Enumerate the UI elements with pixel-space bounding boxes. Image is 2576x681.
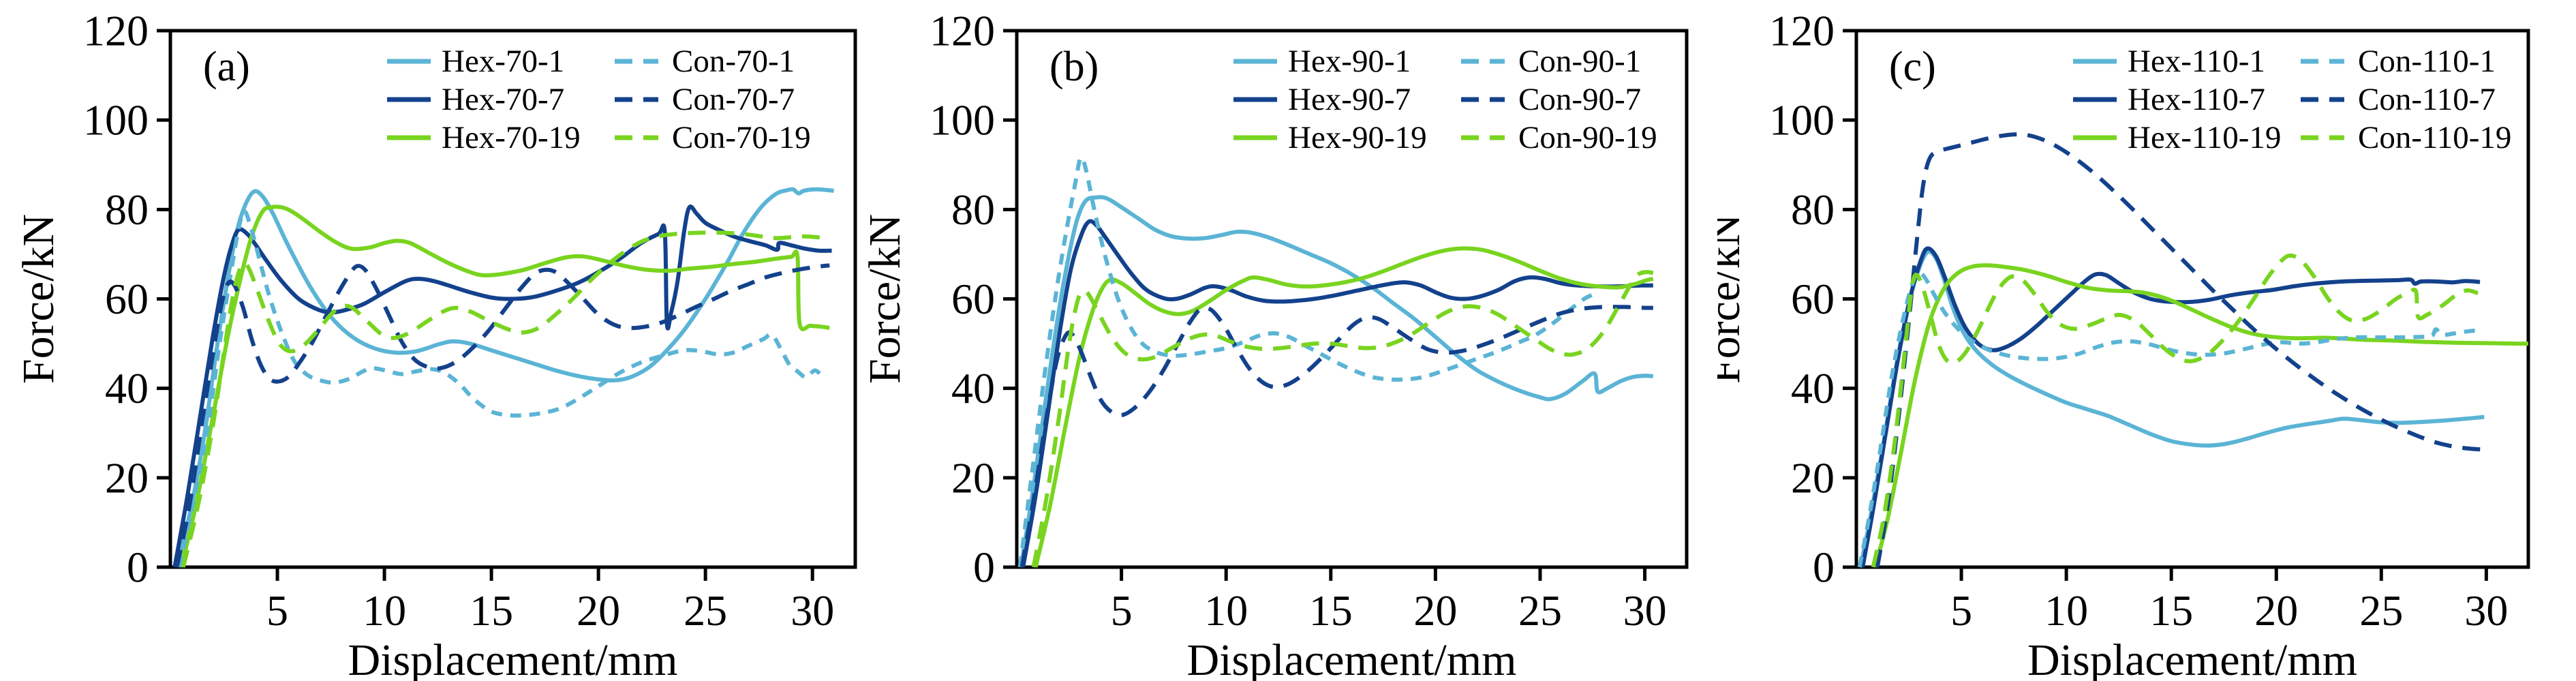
x-axis-label: Displacement/mm — [348, 635, 678, 681]
y-axis-label: Force/kN — [14, 214, 63, 384]
x-tick-label: 25 — [684, 586, 727, 635]
legend-label-Con-110-19: Con-110-19 — [2358, 120, 2511, 155]
y-tick-label: 80 — [1791, 185, 1835, 234]
x-tick-label: 10 — [363, 586, 406, 635]
curve-Hex-110-19 — [1873, 263, 2529, 568]
y-tick-label: 40 — [951, 364, 995, 412]
y-tick-label: 60 — [951, 275, 995, 323]
y-tick-label: 0 — [127, 543, 149, 592]
panel-a-chart: 0 20 40 60 80 100 120 5 10 15 20 25 30 Displacement/m… — [14, 7, 857, 681]
curve-Hex-90-19 — [1033, 246, 1654, 568]
y-tick-label: 60 — [105, 275, 149, 323]
legend-label-Hex-70-1: Hex-70-1 — [442, 44, 564, 79]
x-tick-label: 5 — [266, 586, 288, 635]
y-tick-label: 20 — [951, 453, 995, 502]
legend-label-Con-110-1: Con-110-1 — [2358, 44, 2496, 79]
panel-a: 0 20 40 60 80 100 120 5 10 15 20 25 30 Displacement/m… — [0, 0, 859, 681]
curve-Con-70-1 — [177, 209, 823, 568]
legend-label-Con-90-19: Con-90-19 — [1518, 120, 1657, 155]
legend-label-Hex-70-7: Hex-70-7 — [442, 82, 564, 117]
x-tick-label: 5 — [1111, 586, 1133, 635]
legend-label-Con-70-19: Con-70-19 — [672, 120, 811, 155]
x-tick-label: 15 — [2149, 586, 2193, 635]
x-tick-label: 15 — [1309, 586, 1353, 635]
y-tick-label: 100 — [1769, 96, 1835, 145]
x-tick-label: 10 — [1204, 586, 1248, 635]
x-tick-label: 30 — [791, 586, 834, 635]
curve-Con-90-1 — [1017, 155, 1598, 568]
y-tick-label: 40 — [1791, 364, 1835, 412]
panel-b: 0 20 40 60 80 100 120 5 10 15 20 25 30 Displacement/m… — [859, 0, 1717, 681]
curve-Hex-70-7 — [172, 205, 832, 568]
x-tick-label: 15 — [470, 586, 513, 635]
curve-Hex-90-7 — [1021, 219, 1653, 568]
y-axis-label: Force/kN — [860, 214, 910, 384]
panel-c-chart: 0 20 40 60 80 100 120 5 10 15 20 25 30 Displacement/m… — [1717, 7, 2530, 681]
curve-Con-110-7 — [1875, 132, 2483, 568]
legend-label-Con-70-7: Con-70-7 — [672, 82, 795, 117]
curve-Hex-110-7 — [1860, 246, 2481, 568]
y-axis-label: Force/kN — [1717, 214, 1749, 384]
y-tick-label: 120 — [83, 7, 149, 55]
x-tick-label: 25 — [1518, 586, 1562, 635]
x-tick-label: 20 — [1413, 586, 1457, 635]
legend-label-Hex-70-19: Hex-70-19 — [442, 120, 581, 155]
x-tick-label: 10 — [2044, 586, 2088, 635]
legend-label-Con-70-1: Con-70-1 — [672, 44, 795, 79]
x-tick-label: 25 — [2359, 586, 2403, 635]
y-tick-label: 120 — [1769, 7, 1835, 55]
curve-Hex-70-19 — [179, 205, 830, 568]
legend-label-Con-110-7: Con-110-7 — [2358, 82, 2496, 117]
y-tick-label: 80 — [105, 185, 149, 234]
curve-Con-90-19 — [1031, 270, 1654, 568]
panel-letter: (b) — [1049, 44, 1099, 90]
curve-Con-70-7 — [174, 263, 830, 568]
y-tick-label: 80 — [951, 185, 995, 234]
y-tick-label: 20 — [1791, 453, 1835, 502]
x-axis-label: Displacement/mm — [2027, 635, 2357, 681]
legend-label-Hex-110-7: Hex-110-7 — [2128, 82, 2265, 117]
panel-letter: (a) — [203, 44, 250, 90]
curve-Con-110-1 — [1857, 271, 2483, 568]
y-tick-label: 120 — [930, 7, 995, 55]
curve-Con-70-19 — [181, 230, 830, 568]
y-tick-label: 60 — [1791, 275, 1835, 323]
y-tick-label: 0 — [1813, 543, 1835, 592]
curve-Hex-70-1 — [174, 187, 834, 568]
x-tick-label: 30 — [1623, 586, 1667, 635]
legend-label-Hex-110-1: Hex-110-1 — [2128, 44, 2265, 79]
legend-label-Hex-90-19: Hex-90-19 — [1288, 120, 1427, 155]
curve-Con-90-7 — [1019, 305, 1653, 568]
curve-Hex-90-1 — [1019, 195, 1654, 568]
y-tick-label: 0 — [973, 543, 995, 592]
y-tick-label: 100 — [83, 96, 149, 145]
y-tick-label: 40 — [105, 364, 149, 412]
x-tick-label: 30 — [2464, 586, 2508, 635]
panel-letter: (c) — [1889, 44, 1936, 90]
y-tick-label: 100 — [930, 96, 995, 145]
x-axis-label: Displacement/mm — [1187, 635, 1517, 681]
legend-label-Hex-90-7: Hex-90-7 — [1288, 82, 1411, 117]
panel-b-chart: 0 20 40 60 80 100 120 5 10 15 20 25 30 Displacement/m… — [860, 7, 1689, 681]
x-tick-label: 5 — [1950, 586, 1972, 635]
x-tick-label: 20 — [2254, 586, 2298, 635]
curve-Con-110-19 — [1871, 253, 2479, 568]
legend-label-Con-90-1: Con-90-1 — [1518, 44, 1641, 79]
legend-label-Hex-90-1: Hex-90-1 — [1288, 44, 1411, 79]
x-tick-label: 20 — [577, 586, 620, 635]
y-tick-label: 20 — [105, 453, 149, 502]
panel-c: 0 20 40 60 80 100 120 5 10 15 20 25 30 Displacement/m… — [1717, 0, 2576, 681]
legend-label-Hex-110-19: Hex-110-19 — [2128, 120, 2281, 155]
legend-label-Con-90-7: Con-90-7 — [1518, 82, 1641, 117]
